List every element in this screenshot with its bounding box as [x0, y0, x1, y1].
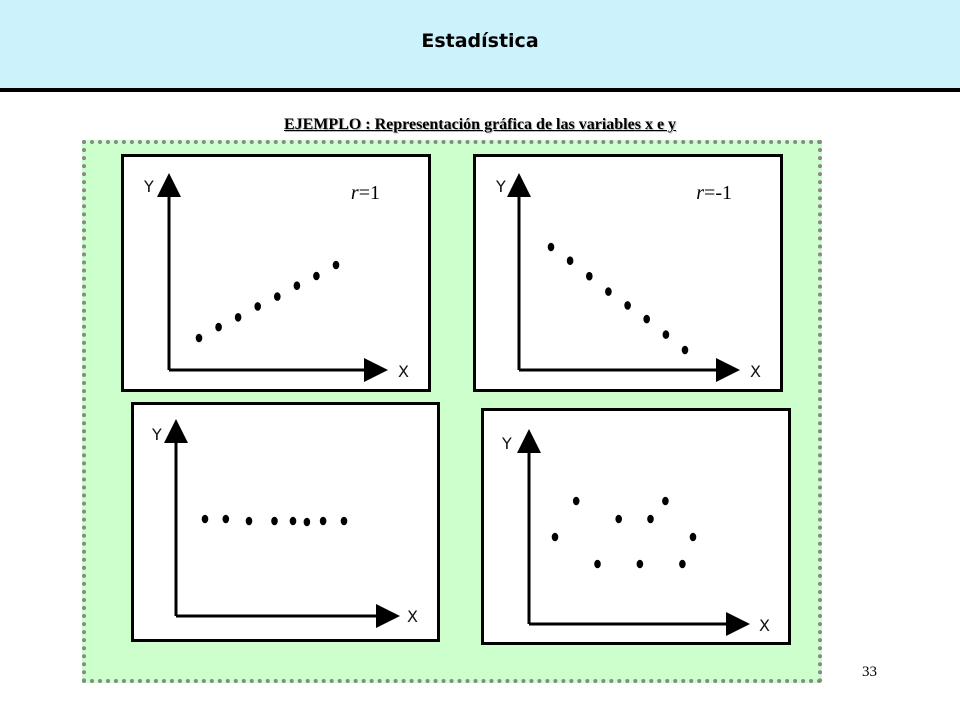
data-point: [271, 516, 278, 526]
chart-svg: YX: [151, 419, 418, 628]
data-point: [215, 322, 222, 332]
data-point: [605, 287, 612, 296]
chart-svg: Y Xr=-1: [495, 173, 761, 382]
data-point: [303, 517, 311, 527]
data-point: [586, 271, 593, 281]
page-number: 33: [862, 664, 877, 680]
data-point: [547, 242, 555, 252]
data-point: [662, 496, 669, 506]
data-point: [647, 514, 654, 524]
header-bar: Estadística: [0, 0, 960, 92]
data-point: [274, 292, 281, 301]
data-point: [551, 532, 559, 542]
data-point: [319, 516, 327, 526]
data-point: [254, 302, 261, 311]
data-point: [662, 330, 670, 339]
data-point: [689, 532, 697, 542]
x-axis-label: X: [407, 607, 418, 626]
correlation-label: r=1: [351, 182, 380, 204]
chart-svg: Y Xr=1: [143, 173, 409, 382]
chart-svg: YX: [501, 429, 770, 636]
data-point: [201, 514, 209, 524]
data-point: [643, 314, 650, 324]
y-axis-label: Y: [143, 177, 154, 196]
x-axis-label: X: [759, 616, 770, 635]
slide-subtitle: EJEMPLO : Representación gráfica de las …: [283, 116, 677, 133]
x-axis-label: X: [398, 362, 409, 381]
data-point: [234, 313, 242, 322]
data-point: [636, 559, 644, 569]
data-point: [289, 516, 297, 526]
y-axis-label: Y: [495, 177, 506, 196]
data-point: [624, 301, 631, 310]
data-point: [313, 271, 320, 281]
correlation-label: r=-1: [696, 182, 732, 204]
x-axis-label: X: [750, 362, 761, 381]
y-axis-label: Y: [501, 434, 512, 453]
data-point: [340, 516, 348, 526]
data-point: [195, 333, 203, 343]
data-point: [222, 514, 230, 524]
data-point: [332, 260, 340, 270]
data-point: [679, 559, 686, 569]
data-point: [615, 514, 622, 524]
data-point: [293, 281, 301, 290]
data-point: [572, 496, 580, 506]
data-point: [566, 256, 574, 265]
header-title: Estadística: [421, 30, 539, 52]
y-axis-label: Y: [151, 425, 162, 444]
data-point: [681, 345, 689, 355]
data-point: [594, 559, 601, 569]
data-point: [245, 516, 253, 526]
